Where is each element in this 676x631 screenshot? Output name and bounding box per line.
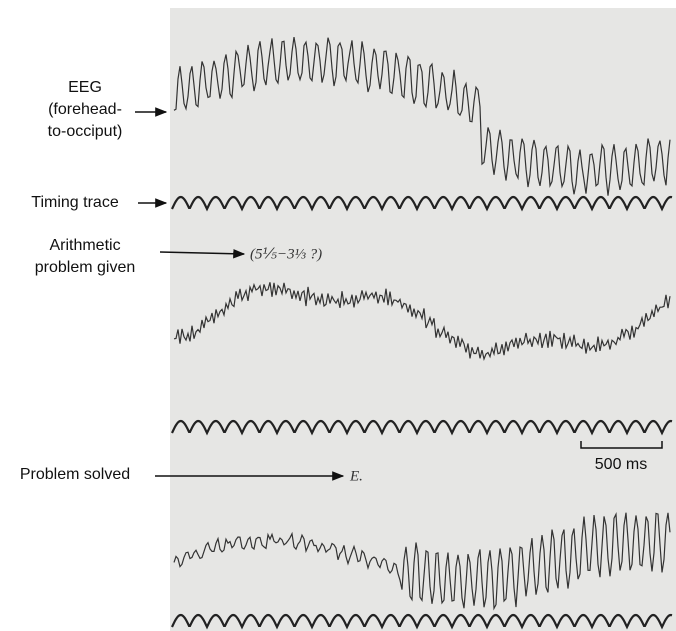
scale-label: 500 ms xyxy=(595,456,647,473)
solved-annotation: E. xyxy=(349,468,363,484)
traces xyxy=(171,37,673,630)
arithmetic-label: problem given xyxy=(35,259,136,276)
eeg-label: (forehead- xyxy=(48,101,122,118)
eeg-label: EEG xyxy=(68,79,102,96)
scale-bar xyxy=(580,441,663,449)
eeg-label: to-occiput) xyxy=(48,123,123,140)
trace xyxy=(173,37,671,196)
trace xyxy=(171,195,673,212)
problem-annotation: (5⅕−3⅓ ?) xyxy=(250,246,322,262)
solved-label: Problem solved xyxy=(20,466,130,483)
paper-record xyxy=(170,8,676,631)
trace xyxy=(173,282,671,362)
trace xyxy=(173,512,671,611)
arrow xyxy=(159,248,246,259)
arithmetic-label: Arithmetic xyxy=(49,237,120,254)
timing-label: Timing trace xyxy=(31,194,119,211)
trace xyxy=(171,419,673,436)
trace xyxy=(171,613,673,630)
